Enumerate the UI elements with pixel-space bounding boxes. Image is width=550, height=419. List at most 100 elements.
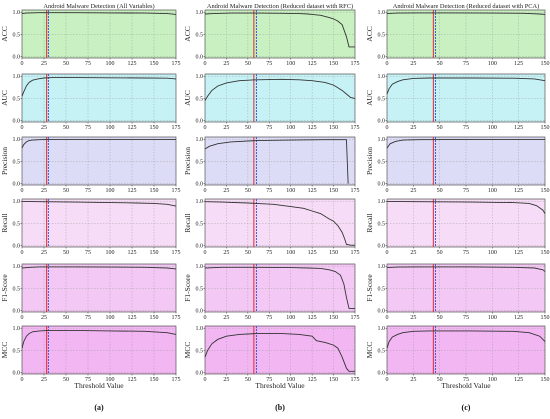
x-tick-label: 100	[106, 377, 115, 383]
x-tick-label: 75	[266, 125, 272, 131]
x-tick-label: 125	[514, 377, 523, 383]
x-tick-label: 0	[21, 315, 24, 321]
x-tick-label: 75	[85, 315, 91, 321]
x-tick-label: 150	[329, 61, 338, 67]
x-tick-label: 175	[172, 125, 181, 131]
x-tick-label: 25	[410, 125, 416, 131]
chart-title: Android Malware Detection (All Variables…	[43, 3, 154, 10]
x-tick-label: 0	[386, 188, 389, 194]
x-tick-label: 50	[245, 250, 251, 256]
x-tick-label: 150	[541, 188, 550, 194]
y-tick-label: 0.5	[13, 159, 21, 165]
x-tick-label: 125	[514, 250, 523, 256]
x-tick-label: 100	[286, 125, 295, 131]
series-line-auc	[21, 77, 177, 97]
x-tick-label: 175	[351, 377, 360, 383]
x-tick-label: 125	[308, 125, 317, 131]
x-tick-label: 0	[21, 125, 24, 131]
subplot-mcc: 0.0 0.5 1.0 MCC 0 25 50 75 100 125 150 175	[183, 325, 360, 383]
x-tick-label: 125	[514, 315, 523, 321]
plot-area	[21, 73, 177, 123]
x-tick-label: 100	[286, 315, 295, 321]
x-tick-label: 150	[329, 315, 338, 321]
x-tick-label: 150	[150, 250, 159, 256]
y-tick-label: 0.5	[13, 348, 21, 354]
series-line-f1-score	[204, 266, 355, 309]
series-line-auc	[204, 78, 356, 101]
x-tick-label: 0	[204, 250, 207, 256]
y-tick-label: 0.5	[196, 159, 204, 165]
plot-area	[204, 198, 356, 248]
x-tick-label: 100	[488, 315, 497, 321]
y-axis-label: Precision	[365, 147, 374, 175]
x-tick-label: 75	[463, 61, 469, 67]
y-tick-label: 1.0	[378, 264, 386, 270]
subplot-auc: 0.0 0.5 1.0 AUC 0 25 50 75 100 125 150 175	[183, 73, 360, 131]
x-tick-label: 150	[150, 315, 159, 321]
y-tick-label: 1.0	[196, 137, 204, 143]
y-tick-label: 0.5	[378, 348, 386, 354]
x-tick-label: 75	[85, 188, 91, 194]
x-tick-label: 100	[286, 377, 295, 383]
x-tick-label: 175	[172, 250, 181, 256]
y-tick-label: 0.5	[378, 159, 386, 165]
plot-area	[204, 136, 356, 186]
x-tick-label: 150	[329, 125, 338, 131]
x-tick-label: 100	[106, 125, 115, 131]
x-tick-label: 0	[386, 250, 389, 256]
y-tick-label: 0.0	[13, 371, 21, 377]
y-axis-label: Recall	[365, 213, 374, 232]
x-tick-label: 150	[329, 250, 338, 256]
y-tick-label: 0.5	[13, 96, 21, 102]
x-tick-label: 75	[85, 377, 91, 383]
x-tick-label: 150	[541, 250, 550, 256]
y-tick-label: 0.5	[378, 221, 386, 227]
y-axis-label: AUC	[183, 90, 192, 106]
plot-area	[21, 136, 177, 186]
x-tick-label: 50	[63, 315, 69, 321]
series-line-recall	[386, 200, 546, 214]
y-tick-label: 0.0	[378, 371, 386, 377]
y-axis-label: Precision	[183, 147, 192, 175]
subplot-recall: 0.0 0.5 1.0 Recall 0 25 50 75 100 125 150	[365, 198, 550, 256]
plot-area	[21, 325, 177, 375]
x-tick-label: 50	[63, 125, 69, 131]
y-tick-label: 0.0	[196, 119, 204, 125]
x-tick-label: 75	[266, 61, 272, 67]
x-tick-label: 0	[204, 188, 207, 194]
y-axis-label: AUC	[0, 90, 9, 106]
y-tick-label: 0.0	[196, 244, 204, 250]
x-tick-label: 25	[410, 188, 416, 194]
x-tick-label: 50	[245, 188, 251, 194]
y-tick-label: 1.0	[378, 199, 386, 205]
y-tick-label: 0.0	[378, 55, 386, 61]
x-tick-label: 175	[351, 61, 360, 67]
x-tick-label: 100	[286, 61, 295, 67]
y-tick-label: 0.5	[378, 96, 386, 102]
x-tick-label: 25	[223, 61, 229, 67]
x-tick-label: 75	[463, 188, 469, 194]
x-tick-label: 0	[386, 61, 389, 67]
y-tick-label: 1.0	[196, 264, 204, 270]
x-tick-label: 175	[351, 125, 360, 131]
x-tick-label: 125	[514, 61, 523, 67]
x-tick-label: 0	[204, 315, 207, 321]
x-tick-label: 0	[204, 61, 207, 67]
x-tick-label: 150	[541, 61, 550, 67]
x-tick-label: 125	[128, 315, 137, 321]
x-tick-label: 125	[308, 315, 317, 321]
x-tick-label: 0	[21, 377, 24, 383]
x-tick-label: 75	[463, 250, 469, 256]
y-tick-label: 1.0	[196, 74, 204, 80]
x-tick-label: 175	[172, 188, 181, 194]
panel-label: (a)	[94, 403, 104, 412]
y-axis-label: MCC	[0, 342, 9, 359]
x-tick-label: 75	[85, 250, 91, 256]
subplot-recall: 0.0 0.5 1.0 Recall 0 25 50 75 100 125 150 175	[183, 198, 360, 256]
subplot-acc: 0.0 0.5 1.0 ACC 0 25 50 75 100 125 150	[365, 9, 550, 67]
x-tick-label: 125	[514, 125, 523, 131]
x-tick-label: 50	[437, 315, 443, 321]
panel-label: (b)	[275, 403, 285, 412]
x-tick-label: 100	[106, 61, 115, 67]
x-tick-label: 50	[437, 377, 443, 383]
